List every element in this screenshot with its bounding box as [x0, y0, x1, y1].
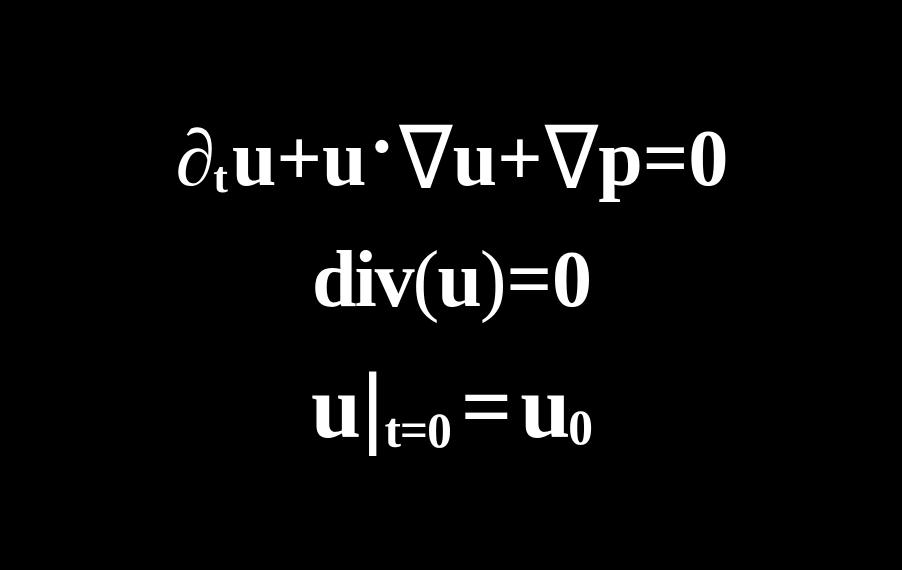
var-u: u [520, 356, 568, 459]
right-paren: ) [480, 235, 505, 326]
var-u: u [311, 356, 359, 459]
zero: 0 [552, 235, 590, 326]
nabla-symbol: ∇ [545, 106, 597, 208]
euler-momentum-equation: ∂t u + u · ∇ u + ∇ p = 0 [176, 111, 727, 205]
subscript-zero: 0 [568, 399, 591, 456]
var-p: p [598, 114, 641, 205]
plus-operator: + [276, 114, 320, 205]
subscript-zero: 0 [427, 403, 451, 458]
div-operator: div [312, 235, 413, 326]
left-paren: ( [413, 235, 438, 326]
equals-operator: = [506, 235, 550, 326]
var-u: u [232, 114, 275, 205]
plus-operator: + [497, 114, 541, 205]
zero: 0 [688, 114, 726, 205]
incompressibility-equation: div ( u ) = 0 [312, 235, 590, 326]
subscript-t-eq-0: t=0 [384, 402, 450, 459]
var-u: u [322, 114, 365, 205]
equals-operator: = [643, 114, 687, 205]
nabla-symbol: ∇ [399, 106, 451, 208]
subscript-equals: = [400, 403, 427, 458]
subscript-t: t [384, 403, 399, 458]
partial-symbol: ∂ [176, 114, 214, 205]
var-u: u [437, 235, 480, 326]
initial-condition-equation: u | t=0 = u0 [311, 356, 591, 459]
subscript-t: t [213, 152, 226, 203]
dot-operator: · [368, 102, 393, 193]
equals-operator: = [461, 356, 510, 459]
var-u: u [453, 114, 496, 205]
restriction-bar: | [361, 356, 382, 459]
